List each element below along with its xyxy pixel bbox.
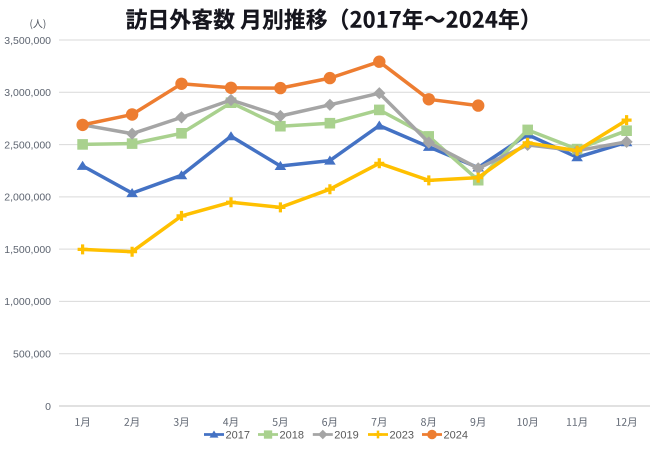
svg-text:2,000,000: 2,000,000 [4, 192, 51, 204]
svg-text:2023: 2023 [390, 429, 414, 441]
svg-text:3,500,000: 3,500,000 [4, 35, 51, 47]
svg-text:2,500,000: 2,500,000 [4, 139, 51, 151]
svg-text:500,000: 500,000 [13, 349, 51, 361]
svg-text:1,500,000: 1,500,000 [4, 244, 51, 256]
svg-text:2018: 2018 [280, 429, 304, 441]
svg-text:1,000,000: 1,000,000 [4, 296, 51, 308]
svg-text:2019: 2019 [334, 429, 358, 441]
svg-text:3,000,000: 3,000,000 [4, 87, 51, 99]
svg-text:2024: 2024 [444, 429, 468, 441]
svg-text:0: 0 [45, 401, 51, 413]
svg-text:2017: 2017 [226, 429, 250, 441]
